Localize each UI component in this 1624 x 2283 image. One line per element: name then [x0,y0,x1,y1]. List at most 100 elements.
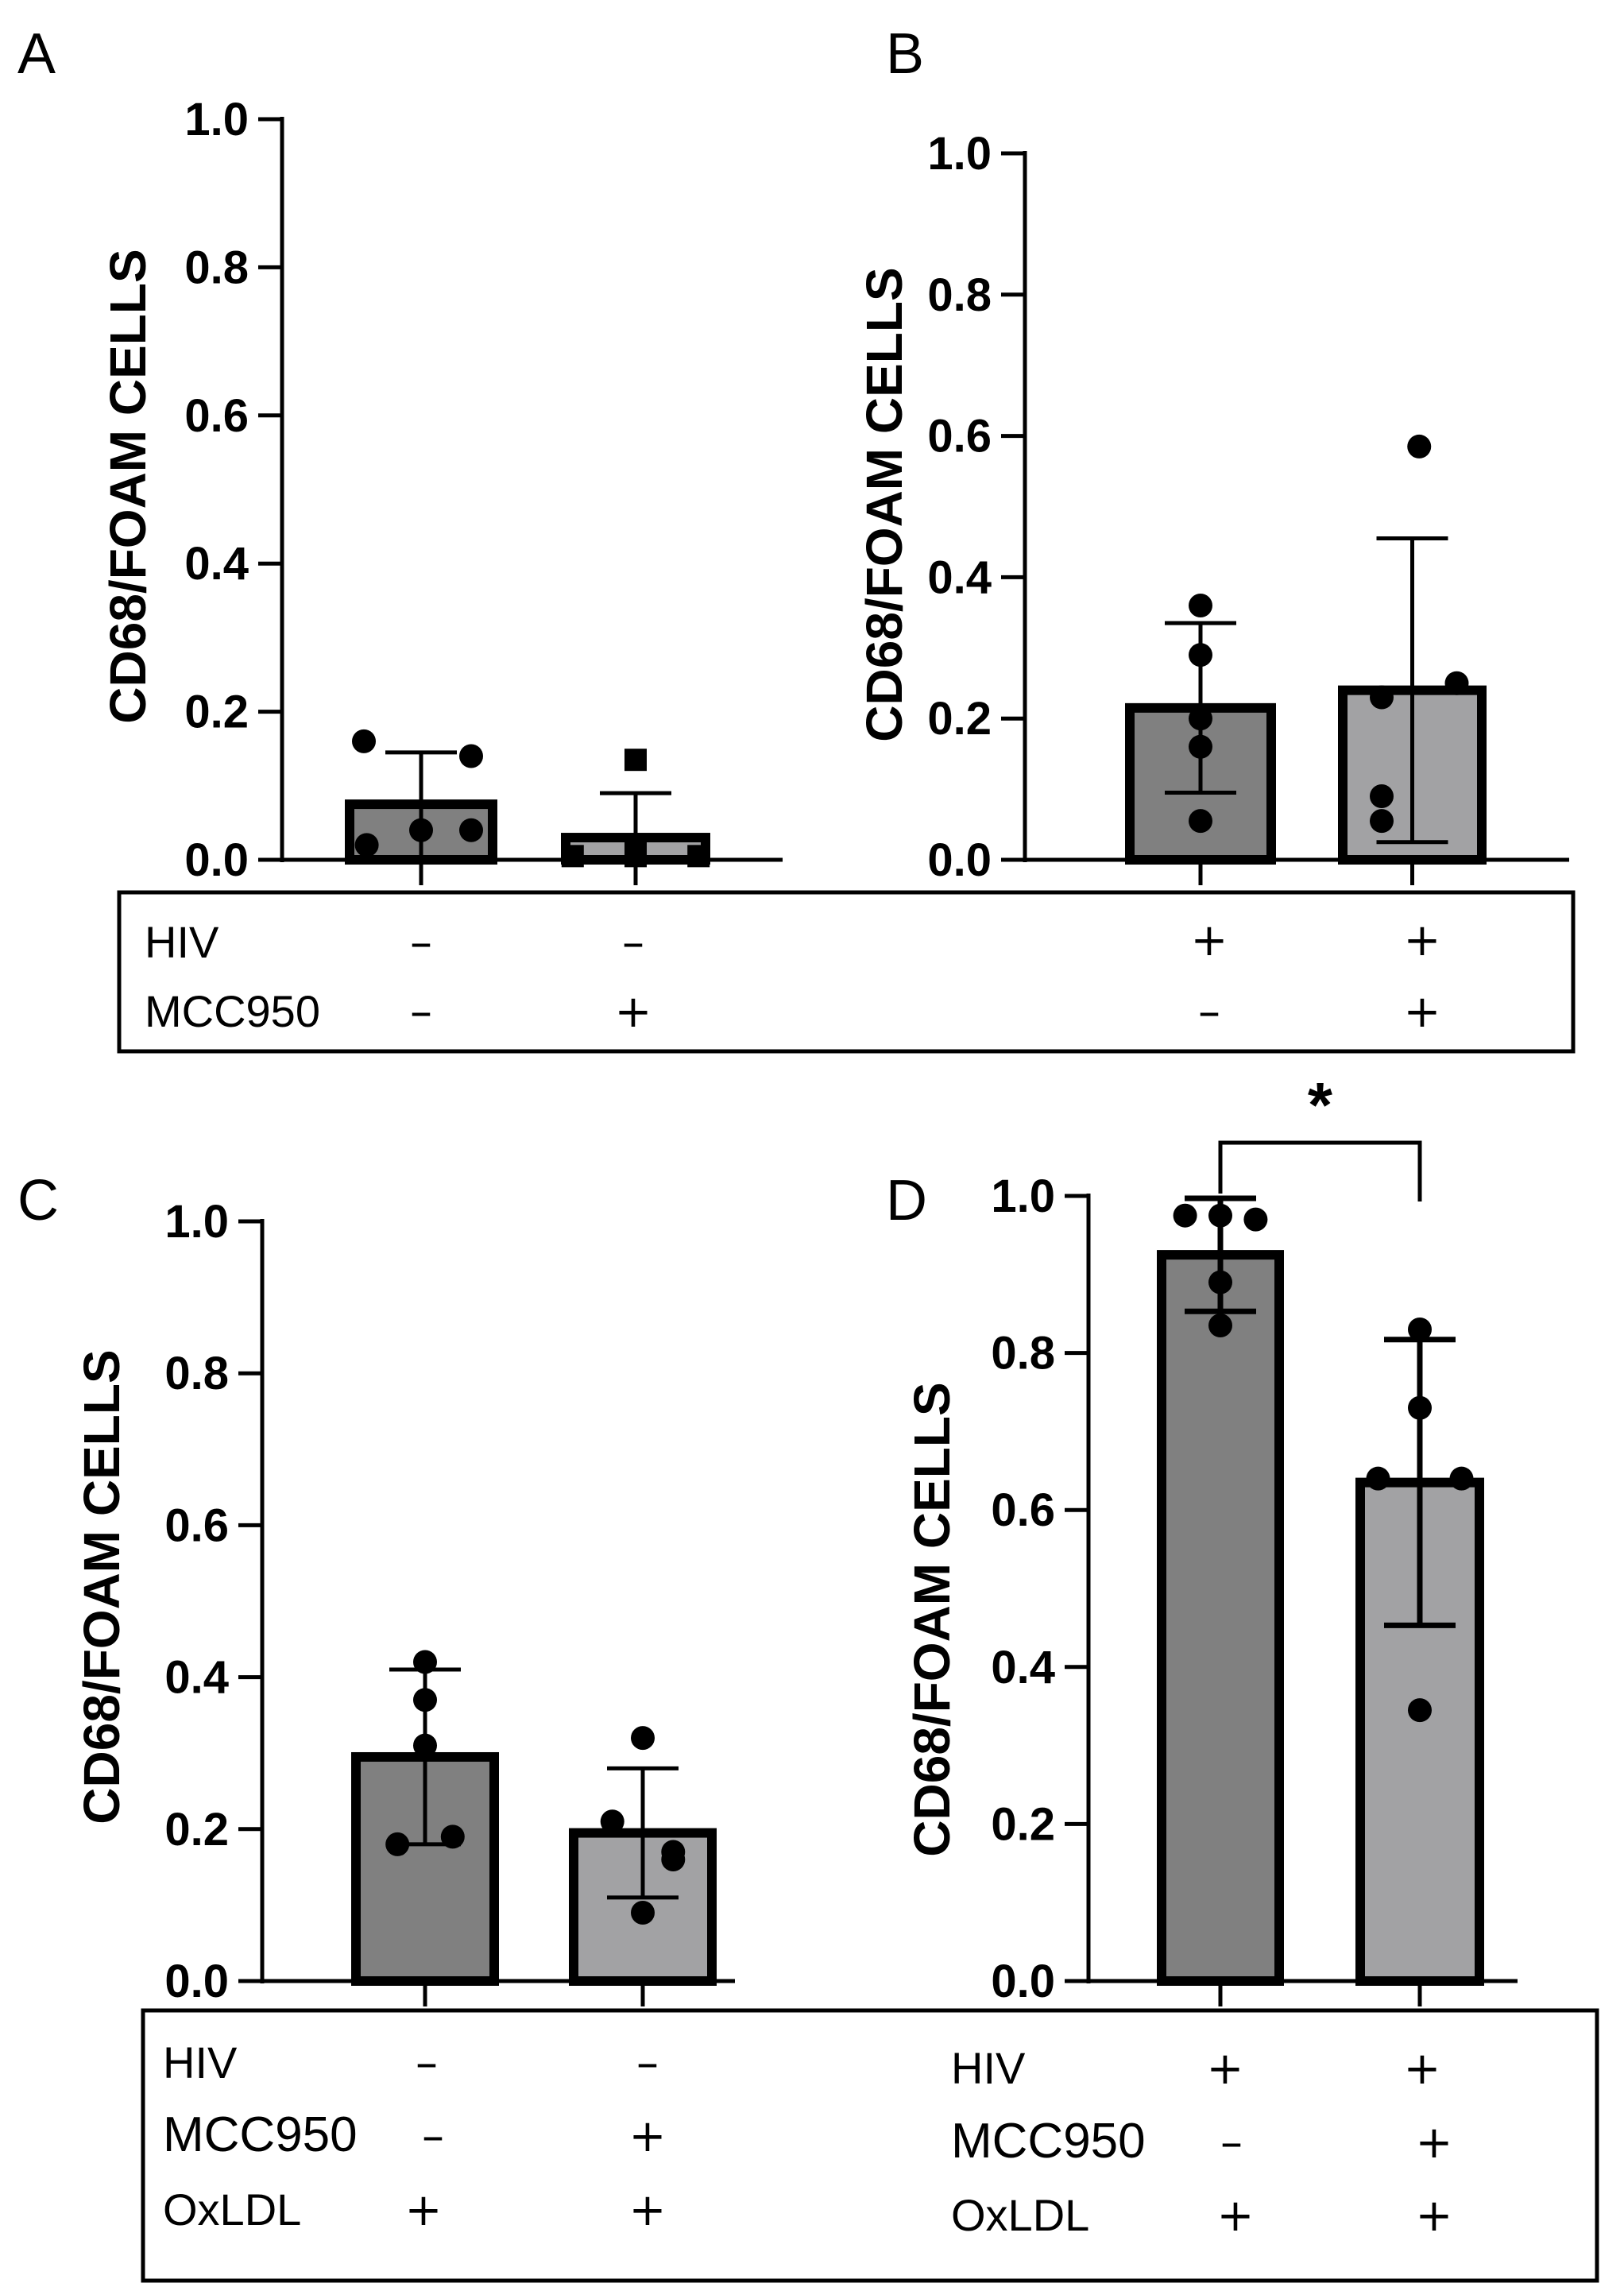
data-point [1408,1317,1432,1341]
condition-label-mcc950-a: MCC950 [145,986,320,1036]
data-point [1189,593,1212,617]
y-tick-label: 0.8 [991,1328,1055,1379]
y-tick-label: 0.2 [927,693,992,745]
data-point [352,729,376,753]
condition-sign: + [1207,2043,1244,2095]
data-point [354,833,379,857]
chart-panel-a: 0.0 0.2 0.4 0.6 0.8 1.0 [184,94,783,886]
condition-sign: + [405,2184,443,2236]
condition-sign: – [1220,2117,1243,2169]
y-tick-label: 0.2 [164,1804,229,1855]
y-tick-label: 0.4 [991,1642,1055,1693]
data-point [413,1688,437,1712]
data-point [1189,734,1212,759]
condition-label-mcc950-d: MCC950 [951,2114,1146,2169]
y-tick-label: 0.4 [184,538,249,590]
y-tick-label: 0.4 [927,551,992,603]
chart-panel-d: 0.0 0.2 0.4 0.6 0.8 1.0 * [991,1070,1518,2007]
data-point [1370,685,1394,710]
data-point [413,1650,437,1674]
bar-- [1157,1250,1284,1986]
data-point [1208,1270,1232,1294]
data-point [1189,643,1212,667]
condition-sign: + [629,2111,667,2162]
y-tick-label: 1.0 [164,1196,229,1248]
condition-sign: + [1191,915,1228,966]
condition-sign: – [1198,986,1220,1038]
y-tick-label: 0.6 [164,1499,229,1551]
panel-letter-d: D [886,1169,927,1232]
y-tick-label: 0.0 [991,1956,1055,2007]
data-point [1370,809,1394,834]
y-tick-label: 1.0 [927,128,992,180]
data-point [1408,1698,1432,1723]
y-axis-label-b: CD68/FOAM CELLS [856,267,913,741]
chart-panel-b: 0.0 0.2 0.4 0.6 0.8 1.0 [927,128,1569,886]
data-point [1366,1466,1390,1491]
condition-sign: – [416,2037,438,2089]
data-point [600,1809,624,1834]
data-point [1449,1466,1474,1491]
data-point [1208,1203,1232,1228]
condition-sign: + [1404,2043,1441,2095]
y-tick-label: 0.6 [991,1484,1055,1536]
data-point [1189,706,1212,731]
condition-sign: + [615,986,652,1038]
condition-sign: – [410,986,432,1038]
condition-table-bottom [141,2008,1599,2283]
data-point-square [561,845,584,868]
y-axis-label-d: CD68/FOAM CELLS [903,1382,961,1856]
data-point [413,1733,437,1758]
data-point [1370,784,1394,808]
condition-sign: – [410,917,432,969]
data-point [1189,809,1212,834]
data-point [1407,434,1432,459]
y-tick-label: 0.4 [164,1652,229,1704]
data-point [661,1848,686,1872]
y-tick-label: 0.8 [164,1348,229,1399]
data-point [1243,1207,1268,1232]
data-point [631,1726,655,1751]
chart-panel-c: 0.0 0.2 0.4 0.6 0.8 1.0 [164,1196,735,2007]
significance-bracket [1218,1140,1422,1201]
condition-sign: + [1416,2117,1453,2169]
data-point-square [687,845,710,868]
condition-table-top [117,890,1576,1054]
condition-sign: + [1416,2190,1453,2242]
y-tick-label: 0.8 [184,242,249,293]
data-point [459,744,483,768]
panel-letter-c: C [17,1169,59,1232]
condition-sign: + [1404,986,1441,1038]
y-tick-label: 0.2 [184,687,249,738]
condition-label-hiv-c: HIV [163,2037,238,2088]
condition-sign: – [636,2037,659,2089]
condition-label-hiv-a: HIV [145,917,219,967]
condition-label-oxldl-c: OxLDL [163,2184,301,2235]
condition-sign: – [422,2111,444,2162]
condition-sign: + [1404,915,1441,966]
significance-marker: * [1308,1070,1333,1140]
panel-letter-b: B [886,22,924,86]
data-point [1173,1203,1197,1228]
condition-label-oxldl-d: OxLDL [951,2190,1089,2240]
y-tick-label: 0.0 [184,834,249,886]
y-tick-label: 0.6 [927,411,992,462]
condition-sign: + [629,2184,667,2236]
condition-sign: + [1217,2190,1255,2242]
y-tick-label: 1.0 [991,1171,1055,1222]
data-point [1444,671,1469,695]
y-tick-label: 0.6 [184,390,249,442]
panel-letter-a: A [17,22,56,86]
data-point [385,1832,410,1856]
y-axis-label-a: CD68/FOAM CELLS [99,249,157,723]
y-axis-label-c: CD68/FOAM CELLS [73,1349,130,1824]
y-tick-label: 0.2 [991,1798,1055,1850]
data-point [1408,1395,1432,1420]
y-tick-label: 1.0 [184,94,249,145]
condition-label-hiv-d: HIV [951,2043,1026,2093]
y-tick-label: 0.0 [927,834,992,886]
data-point [440,1824,465,1849]
y-tick-label: 0.0 [164,1956,229,2007]
condition-label-mcc950-c: MCC950 [163,2107,358,2162]
